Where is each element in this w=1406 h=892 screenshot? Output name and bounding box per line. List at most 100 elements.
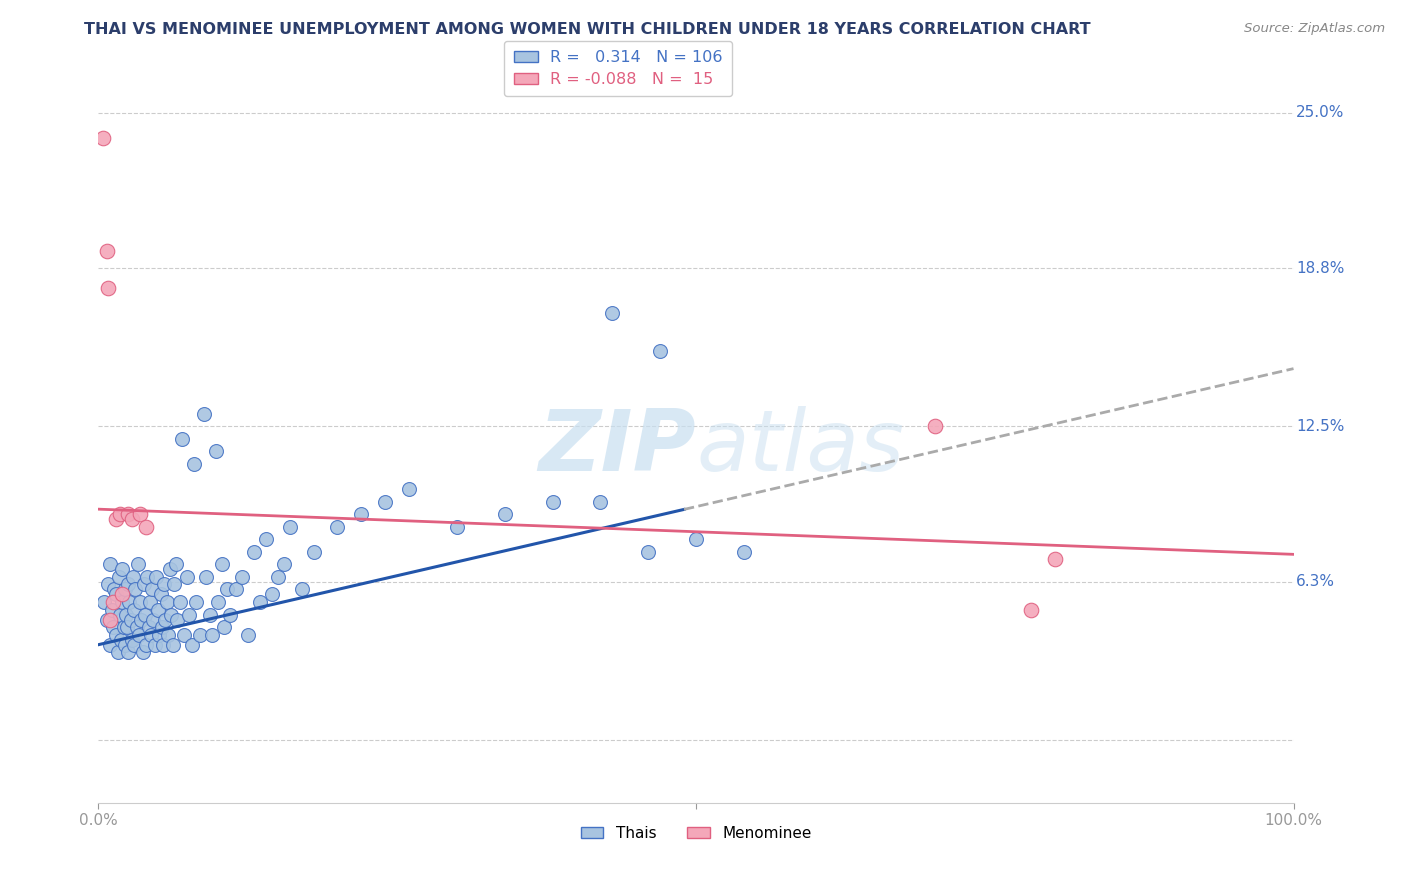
Point xyxy=(156,627,179,641)
Point xyxy=(733,545,755,559)
Point xyxy=(93,595,115,609)
Point xyxy=(541,494,564,508)
Point xyxy=(249,595,271,609)
Point xyxy=(1019,602,1042,616)
Point xyxy=(132,577,155,591)
Point xyxy=(135,520,157,534)
Point xyxy=(589,494,612,508)
Point xyxy=(254,533,277,547)
Point xyxy=(446,520,468,534)
Point xyxy=(97,281,120,295)
Point xyxy=(105,587,128,601)
Point xyxy=(136,570,159,584)
Point xyxy=(198,607,221,622)
Point xyxy=(117,507,139,521)
Point xyxy=(326,520,349,534)
Point xyxy=(152,638,174,652)
Point xyxy=(155,595,177,609)
Point xyxy=(110,632,132,647)
Text: 18.8%: 18.8% xyxy=(1296,260,1344,276)
Point xyxy=(225,582,247,597)
Point xyxy=(105,512,128,526)
Point xyxy=(145,570,167,584)
Legend: Thais, Menominee: Thais, Menominee xyxy=(575,820,817,847)
Point xyxy=(150,620,173,634)
Point xyxy=(139,627,162,641)
Point xyxy=(111,587,134,601)
Point xyxy=(163,577,186,591)
Point xyxy=(98,638,122,652)
Point xyxy=(217,582,239,597)
Point xyxy=(124,602,146,616)
Point xyxy=(138,620,160,634)
Text: 12.5%: 12.5% xyxy=(1296,419,1344,434)
Point xyxy=(148,602,170,616)
Point xyxy=(173,627,195,641)
Point xyxy=(117,645,139,659)
Point xyxy=(188,627,211,641)
Text: atlas: atlas xyxy=(696,406,904,489)
Point xyxy=(91,130,114,145)
Point xyxy=(131,645,153,659)
Point xyxy=(212,620,235,634)
Point xyxy=(107,570,129,584)
Point xyxy=(135,638,157,652)
Point xyxy=(121,632,143,647)
Text: 25.0%: 25.0% xyxy=(1296,105,1344,120)
Point xyxy=(124,638,146,652)
Point xyxy=(143,638,166,652)
Point xyxy=(112,620,135,634)
Point xyxy=(124,582,146,597)
Point xyxy=(96,613,118,627)
Point xyxy=(114,582,136,597)
Point xyxy=(267,570,290,584)
Point xyxy=(115,620,138,634)
Point xyxy=(179,607,201,622)
Text: ZIP: ZIP xyxy=(538,406,696,489)
Point xyxy=(131,613,153,627)
Point xyxy=(108,507,131,521)
Point xyxy=(97,577,120,591)
Text: 6.3%: 6.3% xyxy=(1296,574,1334,590)
Point xyxy=(128,627,150,641)
Point xyxy=(155,613,177,627)
Point xyxy=(125,620,148,634)
Point xyxy=(103,582,125,597)
Point xyxy=(231,570,253,584)
Point xyxy=(160,607,183,622)
Point xyxy=(114,638,136,652)
Point xyxy=(166,613,188,627)
Point xyxy=(172,432,194,446)
Point xyxy=(129,595,152,609)
Point xyxy=(648,344,672,359)
Point xyxy=(127,558,149,572)
Text: THAI VS MENOMINEE UNEMPLOYMENT AMONG WOMEN WITH CHILDREN UNDER 18 YEARS CORRELAT: THAI VS MENOMINEE UNEMPLOYMENT AMONG WOM… xyxy=(84,22,1091,37)
Point xyxy=(139,595,162,609)
Point xyxy=(100,602,122,616)
Point xyxy=(115,607,138,622)
Point xyxy=(141,582,163,597)
Point xyxy=(101,620,124,634)
Point xyxy=(96,244,118,258)
Point xyxy=(105,627,128,641)
Point xyxy=(602,306,624,320)
Point xyxy=(398,482,420,496)
Point xyxy=(195,570,218,584)
Point xyxy=(236,627,259,641)
Point xyxy=(176,570,198,584)
Text: Source: ZipAtlas.com: Source: ZipAtlas.com xyxy=(1244,22,1385,36)
Point xyxy=(260,587,283,601)
Point xyxy=(219,607,242,622)
Point xyxy=(98,613,122,627)
Point xyxy=(98,558,122,572)
Point xyxy=(193,407,215,421)
Point xyxy=(494,507,516,521)
Point xyxy=(118,595,141,609)
Point xyxy=(1043,552,1066,566)
Point xyxy=(374,494,396,508)
Point xyxy=(186,595,208,609)
Point xyxy=(302,545,325,559)
Point xyxy=(122,570,145,584)
Point xyxy=(153,577,176,591)
Point xyxy=(117,577,139,591)
